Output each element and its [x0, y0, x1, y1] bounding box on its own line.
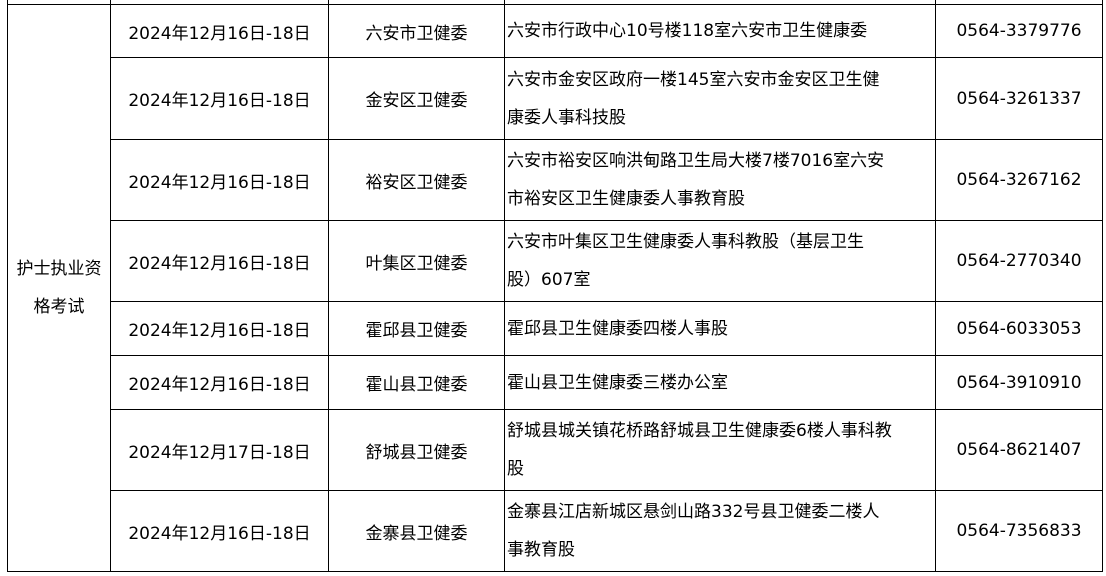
organization-cell: 霍邱县卫健委	[328, 301, 505, 356]
phone-cell: 0564-3267162	[935, 139, 1103, 221]
address-line: 霍邱县卫生健康委四楼人事股	[507, 318, 728, 339]
address-line: 六安市裕安区响洪甸路卫生局大楼7楼7016室六安	[507, 151, 885, 171]
date-cell: 2024年12月16日-18日	[110, 490, 329, 572]
table-row: 2024年12月16日-18日 金寨县卫健委 金寨县江店新城区悬剑山路332号县卫健…	[8, 490, 1103, 572]
phone-cell: 0564-3261337	[935, 57, 1103, 140]
organization-cell: 霍山县卫健委	[328, 355, 505, 410]
phone-cell: 0564-3910910	[935, 355, 1103, 410]
organization-cell: 舒城县卫健委	[328, 409, 505, 491]
address-line: 事教育股	[507, 540, 575, 560]
exam-location-table: 护士执业资 格考试 2024年12月16日-18日 六安市卫健委 六安市行政中心10号楼…	[7, 0, 1103, 572]
table-row: 2024年12月16日-18日 叶集区卫健委 六安市叶集区卫生健康委人事科教股（基层…	[8, 220, 1103, 302]
address-line: 股）607室	[507, 270, 591, 290]
exam-category-cell: 护士执业资 格考试	[7, 4, 111, 572]
date-cell: 2024年12月16日-18日	[110, 220, 329, 302]
address-line: 六安市叶集区卫生健康委人事科教股（基层卫生	[507, 232, 864, 252]
address-cell: 金寨县江店新城区悬剑山路332号县卫健委二楼人 事教育股	[504, 490, 936, 572]
address-cell: 霍山县卫生健康委三楼办公室	[504, 355, 936, 410]
address-cell: 舒城县城关镇花桥路舒城县卫生健康委6楼人事科教股	[504, 409, 936, 491]
table-row: 2024年12月16日-18日 霍山县卫健委 霍山县卫生健康委三楼办公室 0564-3…	[8, 355, 1103, 410]
address-line: 六安市金安区政府一楼145室六安市金安区卫生健	[507, 69, 880, 90]
date-cell: 2024年12月16日-18日	[110, 4, 329, 58]
phone-cell: 0564-2770340	[935, 220, 1103, 302]
exam-category-text: 格考试	[33, 297, 85, 317]
exam-category-text: 护士执业资	[16, 259, 102, 279]
table-row: 2024年12月16日-18日 霍邱县卫健委 霍邱县卫生健康委四楼人事股 0564-6…	[8, 301, 1103, 356]
address-line: 六安市行政中心10号楼118室六安市卫生健康委	[507, 21, 868, 41]
address-line: 股	[507, 459, 524, 479]
organization-cell: 叶集区卫健委	[328, 220, 505, 302]
organization-cell: 六安市卫健委	[328, 4, 505, 58]
table-row: 2024年12月16日-18日 裕安区卫健委 六安市裕安区响洪甸路卫生局大楼7楼70…	[8, 139, 1103, 221]
organization-cell: 裕安区卫健委	[328, 139, 505, 221]
organization-cell: 金安区卫健委	[328, 57, 505, 140]
table-row: 2024年12月17日-18日 舒城县卫健委 舒城县城关镇花桥路舒城县卫生健康委6楼…	[8, 409, 1103, 491]
address-cell: 六安市行政中心10号楼118室六安市卫生健康委	[504, 4, 936, 58]
phone-cell: 0564-6033053	[935, 301, 1103, 356]
address-line: 霍山县卫生健康委三楼办公室	[507, 372, 728, 393]
address-line: 舒城县城关镇花桥路舒城县卫生健康委6楼人事科教	[507, 421, 892, 441]
date-cell: 2024年12月16日-18日	[110, 139, 329, 221]
phone-cell: 0564-8621407	[935, 409, 1103, 491]
address-cell: 六安市叶集区卫生健康委人事科教股（基层卫生 股）607室	[504, 220, 936, 302]
address-line: 金寨县江店新城区悬剑山路332号县卫健委二楼人	[507, 502, 880, 522]
table-row: 2024年12月16日-18日 金安区卫健委 六安市金安区政府一楼145室六安市金安…	[8, 57, 1103, 140]
address-cell: 霍邱县卫生健康委四楼人事股	[504, 301, 936, 356]
date-cell: 2024年12月16日-18日	[110, 57, 329, 140]
date-cell: 2024年12月16日-18日	[110, 301, 329, 356]
address-line: 市裕安区卫生健康委人事教育股	[507, 189, 745, 209]
date-cell: 2024年12月17日-18日	[110, 409, 329, 491]
phone-cell: 0564-3379776	[935, 4, 1103, 58]
date-cell: 2024年12月16日-18日	[110, 355, 329, 410]
address-cell: 六安市金安区政府一楼145室六安市金安区卫生健 康委人事科技股	[504, 57, 936, 140]
phone-cell: 0564-7356833	[935, 490, 1103, 572]
address-line: 康委人事科技股	[507, 107, 626, 128]
address-cell: 六安市裕安区响洪甸路卫生局大楼7楼7016室六安 市裕安区卫生健康委人事教育股	[504, 139, 936, 221]
organization-cell: 金寨县卫健委	[328, 490, 505, 572]
table-row: 护士执业资 格考试 2024年12月16日-18日 六安市卫健委 六安市行政中心10号楼…	[7, 4, 1103, 572]
